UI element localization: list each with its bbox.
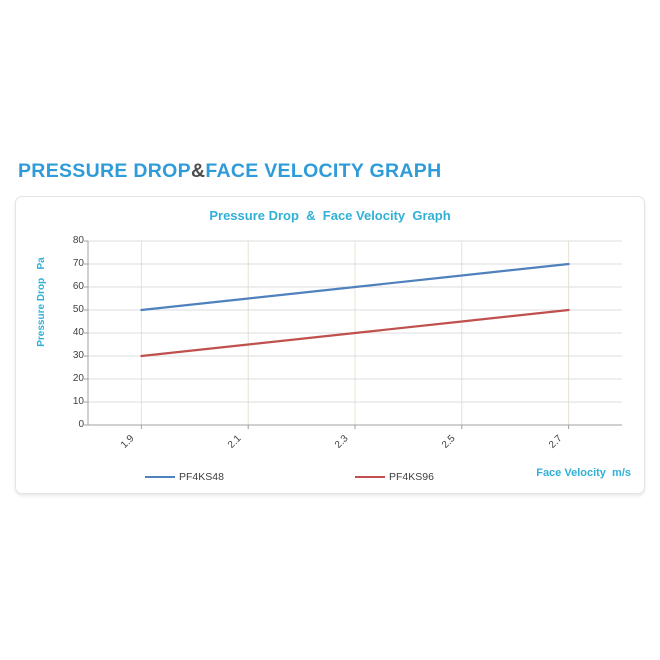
chart-card: Pressure Drop & Face Velocity Graph Pres… xyxy=(15,196,645,494)
legend-item-series-1: PF4KS48 xyxy=(145,471,224,483)
page-title-part2: FACE VELOCITY GRAPH xyxy=(205,160,442,182)
series-line-PF4KS48 xyxy=(140,262,570,312)
y-tick-label: 70 xyxy=(72,258,84,269)
y-tick-label: 0 xyxy=(78,419,84,430)
y-tick-label: 10 xyxy=(72,396,84,407)
y-tick-label: 50 xyxy=(72,304,84,315)
page-title-part1: PRESSURE DROP xyxy=(18,160,191,182)
x-axis-title: Face Velocity m/s xyxy=(536,467,631,479)
y-tick-label: 40 xyxy=(72,327,84,338)
y-tick-label: 60 xyxy=(72,281,84,292)
legend-swatch-blue xyxy=(145,476,175,478)
y-tick-label: 30 xyxy=(72,350,84,361)
y-tick-label: 80 xyxy=(72,235,84,246)
legend-label-series-1: PF4KS48 xyxy=(179,471,224,483)
legend-item-series-2: PF4KS96 xyxy=(355,471,434,483)
legend-swatch-red xyxy=(355,476,385,478)
chart-title: Pressure Drop & Face Velocity Graph xyxy=(209,208,451,223)
plot-area xyxy=(84,240,622,429)
legend-label-series-2: PF4KS96 xyxy=(389,471,434,483)
y-tick-label: 20 xyxy=(72,373,84,384)
series-line-PF4KS96 xyxy=(140,308,570,358)
page-title: PRESSURE DROP&FACE VELOCITY GRAPH xyxy=(18,160,441,183)
page-title-ampersand: & xyxy=(190,160,206,182)
